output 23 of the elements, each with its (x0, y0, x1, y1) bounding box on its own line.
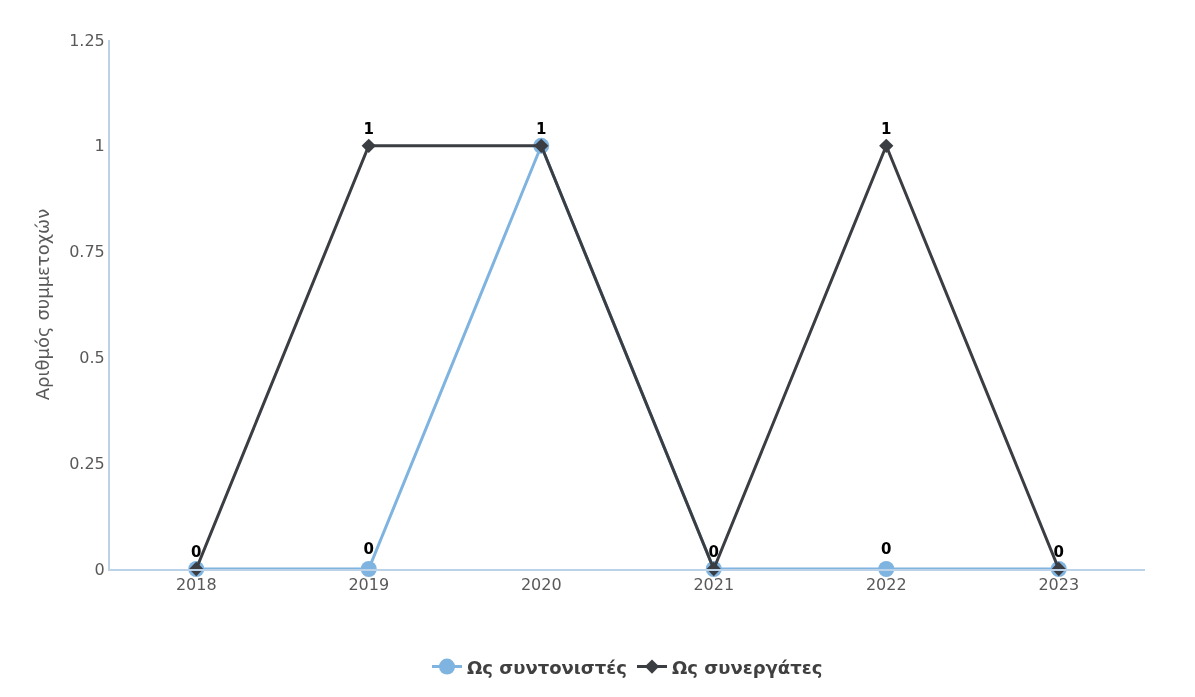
legend-label: Ως συνεργάτες (672, 656, 823, 678)
y-tick-label: 0.25 (69, 453, 105, 473)
legend-label: Ως συντονιστές (467, 656, 627, 678)
x-tick-label: 2023 (1038, 575, 1080, 595)
data-label: 0 (881, 540, 892, 559)
data-label: 0 (191, 543, 202, 562)
x-tick-label: 2022 (865, 575, 907, 595)
y-axis-title: Αριθμός συμμετοχών (31, 208, 53, 401)
x-tick-label: 2019 (348, 575, 390, 595)
y-tick-label: 1 (94, 136, 105, 156)
data-label: 0 (708, 543, 719, 562)
data-label: 1 (881, 120, 892, 139)
y-tick-label: 0.5 (79, 348, 105, 367)
y-tick-label: 0.75 (69, 242, 105, 262)
x-tick-label: 2018 (175, 575, 217, 595)
y-tick-label: 0 (94, 559, 105, 579)
x-tick-label: 2021 (693, 575, 735, 595)
y-tick-label: 1.25 (69, 30, 105, 50)
data-label: 0 (1053, 543, 1064, 562)
x-tick-label: 2020 (520, 575, 562, 595)
data-label: 0 (363, 540, 374, 559)
data-label: 1 (363, 120, 374, 139)
data-label: 1 (536, 120, 547, 139)
